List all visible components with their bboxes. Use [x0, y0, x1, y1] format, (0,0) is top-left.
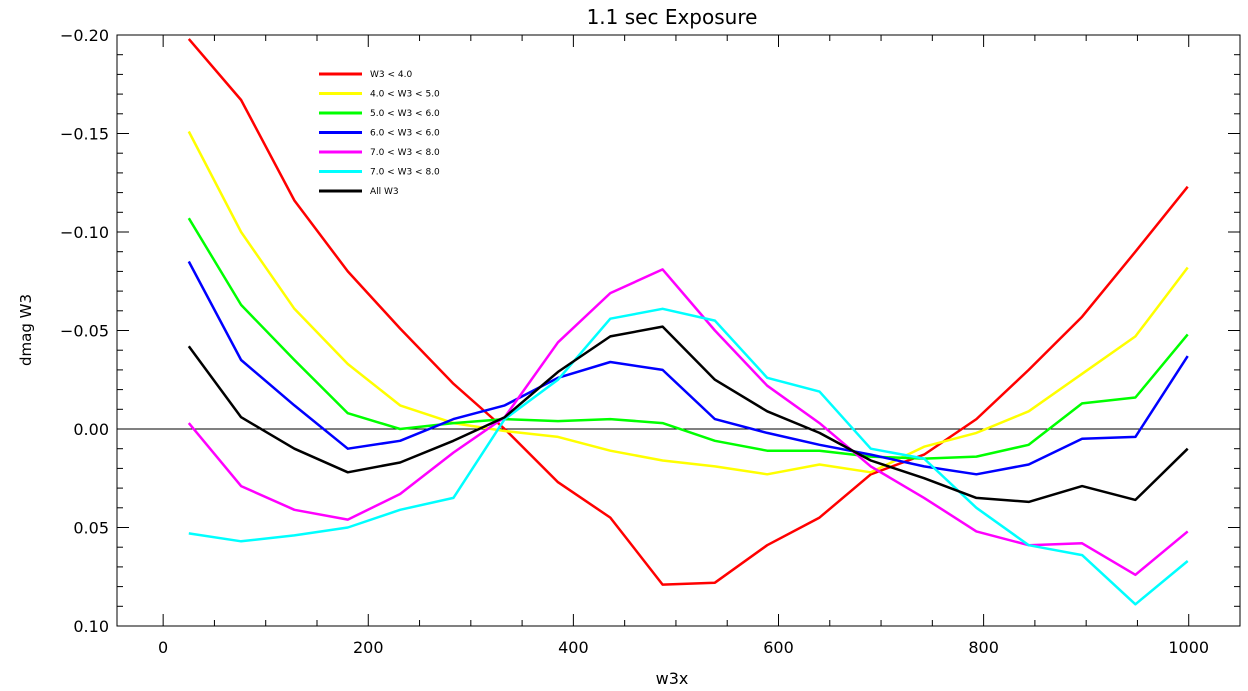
y-tick-label: −0.15	[60, 125, 109, 144]
legend-label-7: All W3	[370, 187, 399, 197]
x-tick-label: 0	[158, 638, 168, 657]
y-axis-label: dmag W3	[17, 294, 35, 366]
y-tick-label: −0.05	[60, 322, 109, 341]
y-tick-label: −0.20	[60, 26, 109, 45]
legend-label-2: 4.0 < W3 < 5.0	[370, 90, 440, 100]
series-lines	[187, 38, 1189, 606]
chart-title: 1.1 sec Exposure	[587, 5, 758, 29]
legend-label-6: 7.0 < W3 < 8.0	[370, 168, 440, 178]
x-tick-label: 200	[353, 638, 384, 657]
y-tick-label: 0.10	[73, 617, 109, 636]
series-line-7	[187, 325, 1189, 504]
legend-label-5: 7.0 < W3 < 8.0	[370, 148, 440, 158]
series-line-5	[187, 268, 1189, 577]
y-tick-label: 0.00	[73, 420, 109, 439]
legend-label-1: W3 < 4.0	[370, 70, 412, 80]
x-tick-label: 800	[968, 638, 999, 657]
x-tick-label: 600	[763, 638, 794, 657]
series-line-4	[187, 260, 1189, 476]
y-tick-label: 0.05	[73, 519, 109, 538]
axes: 0 200 400 600 800 1000 −0.20 −0.15 −0.10 −0.05 0.0…	[60, 26, 1241, 657]
series-line-2	[187, 130, 1189, 476]
series-line-1	[187, 38, 1189, 586]
legend: W3 < 4.0 4.0 < W3 < 5.0 5.0 < W3 < 6.0 6.0 …	[319, 70, 440, 197]
series-line-6	[188, 307, 1189, 606]
x-tick-label: 400	[558, 638, 589, 657]
y-tick-label: −0.10	[60, 223, 109, 242]
legend-label-3: 5.0 < W3 < 6.0	[370, 109, 440, 119]
series-line-3	[187, 217, 1189, 460]
x-tick-label: 1000	[1168, 638, 1209, 657]
x-axis-label: w3x	[656, 669, 689, 688]
legend-label-4: 6.0 < W3 < 6.0	[370, 129, 440, 139]
